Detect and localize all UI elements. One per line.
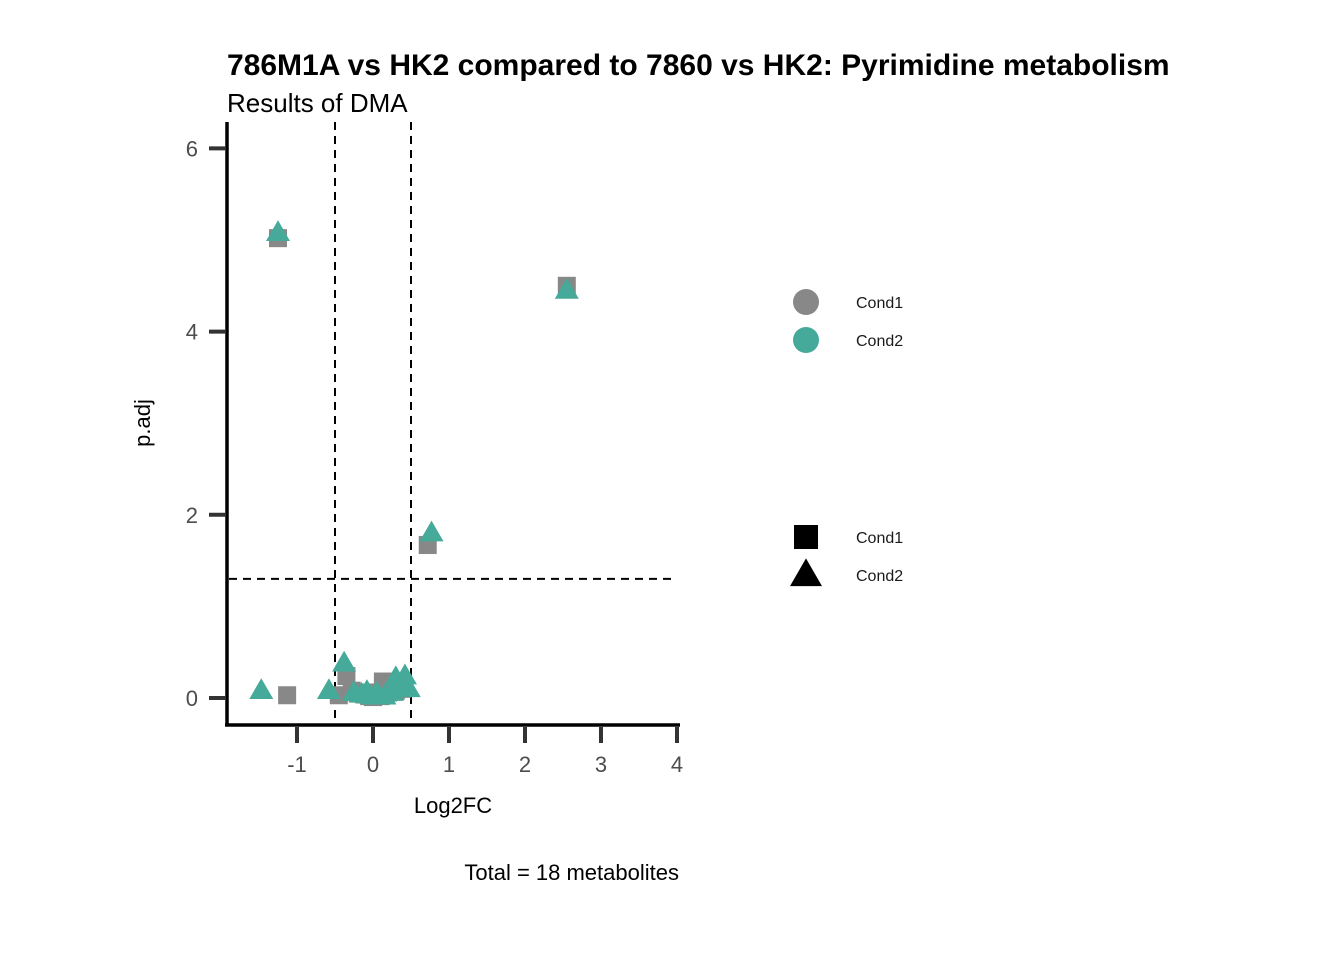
legend-color-label-cond1: Cond1 — [856, 295, 903, 312]
legend-shape-label-cond2: Cond2 — [856, 568, 903, 585]
legend-color-label-cond2: Cond2 — [856, 333, 903, 350]
y-axis-ticks: 0 2 4 6 — [186, 136, 226, 711]
y-tick-label: 6 — [186, 136, 198, 161]
legend-shape-label-cond1: Cond1 — [856, 530, 903, 547]
series-cond2-points — [249, 220, 579, 705]
y-tick-label: 0 — [186, 686, 198, 711]
x-tick-label: 0 — [367, 752, 379, 777]
reference-lines — [229, 122, 672, 722]
legend-shape-key-cond2 — [790, 558, 822, 587]
point-cond2-6 — [316, 678, 341, 699]
x-tick-label: 4 — [671, 752, 683, 777]
x-tick-label: -1 — [287, 752, 307, 777]
x-tick-label: 3 — [595, 752, 607, 777]
y-tick-label: 4 — [186, 320, 198, 345]
point-cond2-5 — [332, 650, 357, 672]
x-axis-ticks: -1 0 1 2 3 4 — [287, 727, 683, 777]
legend-color: Cond1 Cond2 — [793, 289, 903, 353]
x-tick-label: 2 — [519, 752, 531, 777]
point-cond2-3 — [419, 520, 444, 542]
legend-color-key-cond2 — [793, 327, 819, 353]
point-cond2-17 — [362, 683, 387, 705]
point-cond1-4 — [278, 686, 297, 705]
legend-shape: Cond1 Cond2 — [790, 525, 903, 587]
point-cond2-18 — [387, 672, 412, 694]
y-tick-label: 2 — [186, 503, 198, 528]
chart-title: 786M1A vs HK2 compared to 7860 vs HK2: P… — [227, 49, 1170, 82]
chart-caption: Total = 18 metabolites — [464, 860, 679, 885]
x-axis-title: Log2FC — [414, 793, 492, 818]
point-cond1-5 — [337, 667, 356, 686]
series-cond1-points — [269, 229, 576, 707]
point-cond2-1 — [266, 220, 290, 241]
legend-color-key-cond1 — [793, 289, 819, 315]
point-cond2-4 — [249, 678, 274, 699]
point-cond2-2 — [554, 277, 579, 299]
y-axis-title: p.adj — [130, 399, 155, 447]
x-tick-label: 1 — [443, 752, 455, 777]
chart-subtitle: Results of DMA — [227, 88, 408, 118]
legend-shape-key-cond1 — [794, 525, 818, 549]
